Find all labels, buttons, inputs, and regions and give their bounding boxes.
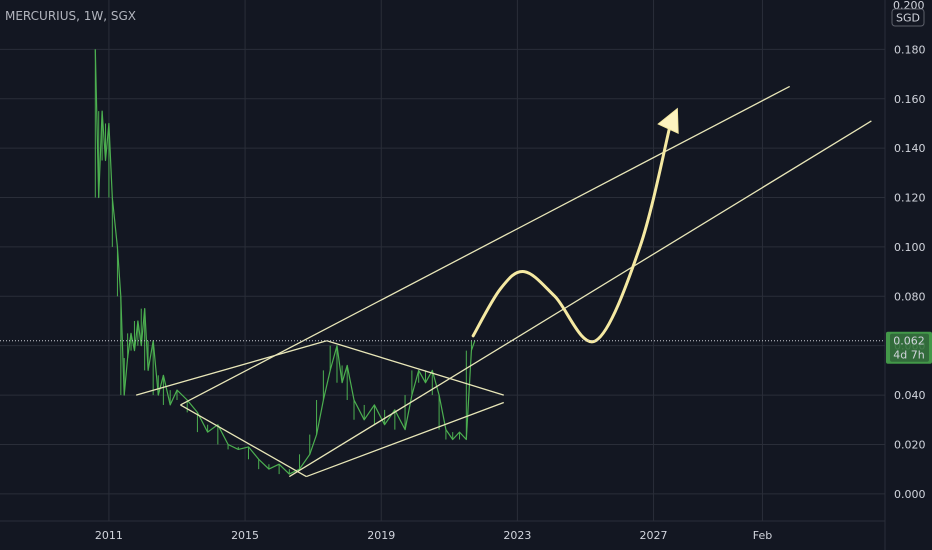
current-price-value: 0.062 bbox=[893, 335, 925, 348]
current-price-tag[interactable]: 0.062 4d 7h bbox=[886, 331, 932, 364]
x-tick-label: 2011 bbox=[95, 529, 123, 542]
y-tick-label: 0.020 bbox=[894, 438, 926, 451]
currency-label: SGD bbox=[896, 12, 920, 25]
y-tick-label: 0.160 bbox=[894, 93, 926, 106]
y-tick-label: 0.040 bbox=[894, 389, 926, 402]
x-axis[interactable]: 2011 2015 2019 2023 2027 Feb bbox=[95, 529, 772, 542]
trendline bbox=[306, 401, 504, 478]
x-tick-label: 2019 bbox=[367, 529, 395, 542]
x-tick-label: 2015 bbox=[231, 529, 259, 542]
grid bbox=[0, 0, 885, 521]
trendline bbox=[135, 340, 327, 396]
y-tick-label: 0.100 bbox=[894, 241, 926, 254]
y-tick-label: 0.080 bbox=[894, 290, 926, 303]
y-tick-label: 0.000 bbox=[894, 488, 926, 501]
x-tick-label: 2023 bbox=[503, 529, 531, 542]
trendline bbox=[180, 85, 790, 406]
trendline bbox=[180, 404, 307, 478]
price-series bbox=[94, 49, 476, 475]
currency-badge[interactable]: SGD bbox=[891, 8, 925, 27]
bar-countdown: 4d 7h bbox=[893, 349, 924, 362]
projection-curve bbox=[471, 121, 673, 344]
trendline bbox=[288, 120, 872, 478]
chart-title: MERCURIUS, 1W, SGX bbox=[5, 9, 136, 23]
y-tick-label: 0.120 bbox=[894, 192, 926, 205]
y-tick-label: 0.180 bbox=[894, 43, 926, 56]
drawing-tools bbox=[135, 85, 872, 478]
projection-arrowhead bbox=[657, 107, 679, 135]
y-axis[interactable]: 0.0000.0200.0400.0600.0800.1000.1200.140… bbox=[894, 43, 926, 500]
trendline bbox=[326, 340, 504, 396]
y-tick-label: 0.140 bbox=[894, 142, 926, 155]
x-tick-label: Feb bbox=[753, 529, 772, 542]
x-tick-label: 2027 bbox=[640, 529, 668, 542]
